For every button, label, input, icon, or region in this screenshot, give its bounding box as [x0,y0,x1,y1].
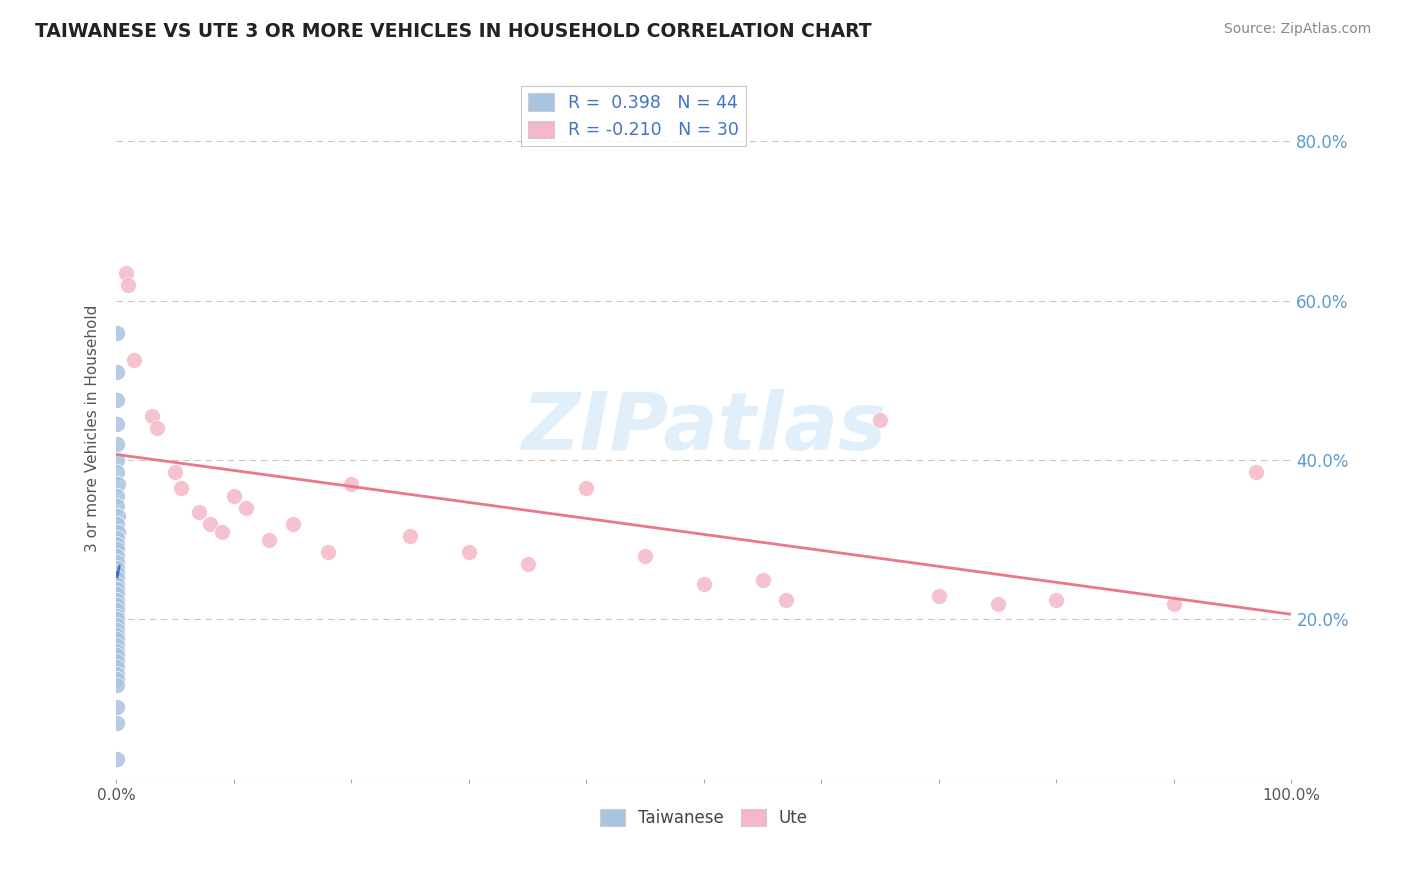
Point [457,545,479,559]
Point [105,608,128,623]
Point [122,353,145,368]
Point [222,489,245,503]
Text: ZIPatlas: ZIPatlas [522,389,886,467]
Point [105,700,128,714]
Point [200,516,222,531]
Point [575,481,598,495]
Point [107,623,129,637]
Point [107,500,129,514]
Point [141,409,163,424]
Point [693,576,716,591]
Point [105,365,128,379]
Point [105,638,128,652]
Point [107,453,129,467]
Point [399,529,422,543]
Point [869,413,891,427]
Point [105,537,128,551]
Point [114,266,136,280]
Point [105,660,128,674]
Point [105,673,128,687]
Point [928,589,950,603]
Point [281,516,304,531]
Point [751,573,773,587]
Point [105,716,128,731]
Point [105,566,128,581]
Point [187,505,209,519]
Point [105,678,128,692]
Point [105,571,128,585]
Text: TAIWANESE VS UTE 3 OR MORE VEHICLES IN HOUSEHOLD CORRELATION CHART: TAIWANESE VS UTE 3 OR MORE VEHICLES IN H… [35,22,872,41]
Point [105,598,128,612]
Point [107,508,129,523]
Point [146,421,169,435]
Point [105,576,128,591]
Point [105,531,128,545]
Point [105,417,128,432]
Point [316,545,339,559]
Point [105,752,128,766]
Point [775,592,797,607]
Point [170,481,193,495]
Point [105,618,128,632]
Point [987,597,1010,611]
Point [105,393,128,408]
Point [107,643,129,657]
Point [235,500,257,515]
Point [105,592,128,607]
Point [107,560,129,574]
Point [634,549,657,563]
Point [107,477,129,491]
Point [105,489,128,503]
Point [105,654,128,668]
Point [105,555,128,569]
Point [105,516,128,531]
Point [107,603,129,617]
Point [105,648,128,663]
Point [516,557,538,571]
Point [107,582,129,597]
Point [105,549,128,563]
Point [105,437,128,451]
Point [117,277,139,292]
Point [257,533,280,547]
Point [211,524,233,539]
Point [340,477,363,491]
Point [163,465,186,479]
Point [105,628,128,642]
Text: Source: ZipAtlas.com: Source: ZipAtlas.com [1223,22,1371,37]
Point [1163,597,1185,611]
Legend: Taiwanese, Ute: Taiwanese, Ute [593,802,814,834]
Point [107,524,129,539]
Point [107,542,129,557]
Point [105,612,128,626]
Point [105,632,128,647]
Point [1244,465,1267,479]
Point [105,465,128,479]
Point [1045,592,1067,607]
Point [105,587,128,601]
Point [107,666,129,681]
Point [105,326,128,340]
Y-axis label: 3 or more Vehicles in Household: 3 or more Vehicles in Household [86,304,100,552]
